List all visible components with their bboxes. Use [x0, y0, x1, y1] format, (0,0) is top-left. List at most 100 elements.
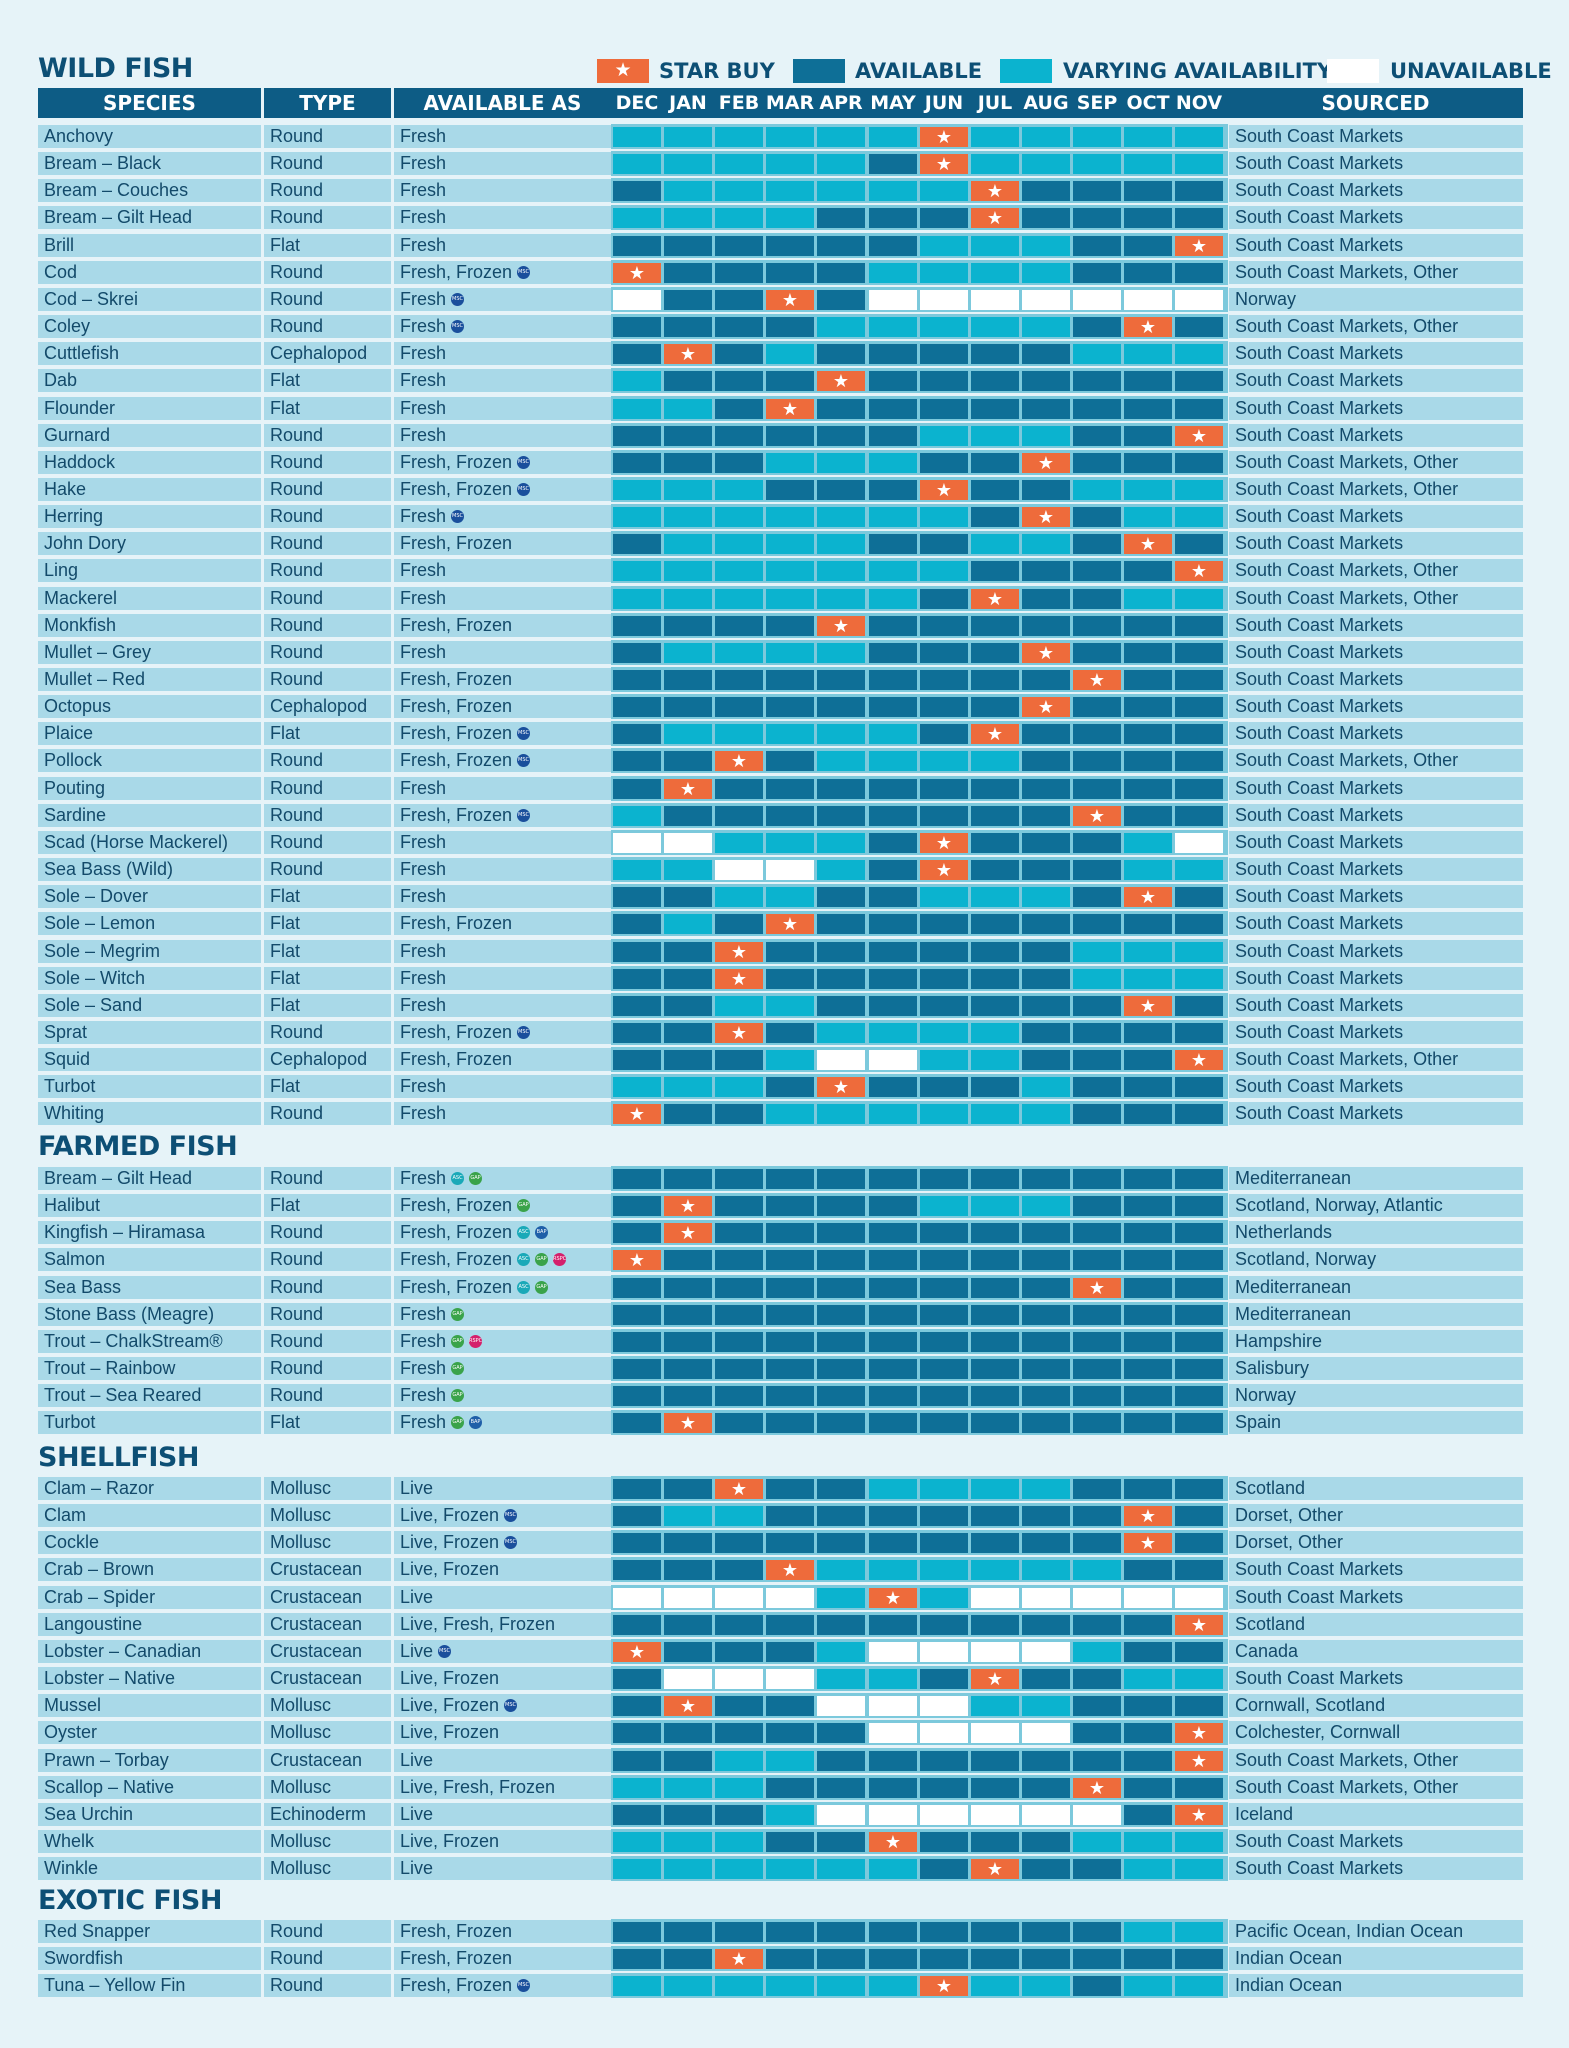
header-month-jul: JUL: [977, 92, 1013, 114]
month-cell-available: [766, 1696, 814, 1716]
month-cell-star-buy: ★: [1175, 1723, 1223, 1743]
month-cell-star-buy: ★: [766, 1560, 814, 1580]
month-cell-available: [1124, 236, 1172, 256]
header-month-aug: AUG: [1023, 92, 1069, 114]
month-cell-available: [1073, 534, 1121, 554]
species-cell-text: Bream – Gilt Head: [44, 1168, 193, 1188]
star-icon: ★: [730, 969, 748, 989]
type-cell: Crustacean: [264, 1640, 391, 1663]
month-cell-available: [766, 1223, 814, 1243]
month-cell-varying-availability: [664, 860, 712, 880]
available-as-cell: Live, Frozen: [394, 1667, 611, 1690]
month-cell-varying-availability: [664, 1077, 712, 1097]
section-title-farmed-fish: FARMED FISH: [38, 1131, 238, 1162]
sourced-cell-text: South Coast Markets, Other: [1235, 588, 1459, 608]
sourced-cell: South Coast Markets: [1229, 940, 1523, 963]
available-as-cell: Fresh, Frozen MSC: [394, 1021, 611, 1044]
month-cell-available: [1175, 263, 1223, 283]
month-cell-star-buy: ★: [920, 833, 968, 853]
species-cell: Crab – Spider: [38, 1586, 261, 1609]
month-cell-available: [766, 371, 814, 391]
month-strip: ★: [611, 1557, 1228, 1582]
month-cell-unavailable: [817, 1696, 865, 1716]
month-cell-star-buy: ★: [971, 724, 1019, 744]
header-month-nov: NOV: [1175, 92, 1223, 114]
available-as-cell-text: Live, Frozen: [400, 1695, 500, 1715]
month-cell-available: [971, 453, 1019, 473]
month-cell-varying-availability: [613, 589, 661, 609]
month-cell-available: [920, 1169, 968, 1189]
type-cell: Round: [264, 559, 391, 582]
month-cell-star-buy: ★: [613, 1250, 661, 1270]
cert-gap-icon: GAP: [451, 1389, 465, 1402]
month-cell-available: [971, 1386, 1019, 1406]
month-cell-available: [613, 751, 661, 771]
month-cell-available: [1124, 1196, 1172, 1216]
available-as-cell: Fresh: [394, 342, 611, 365]
star-icon: ★: [781, 290, 799, 310]
type-cell: Round: [264, 641, 391, 664]
sourced-cell: South Coast Markets: [1229, 885, 1523, 908]
month-cell-unavailable: [664, 1669, 712, 1689]
month-cell-available: [817, 914, 865, 934]
sourced-cell: Mediterranean: [1229, 1303, 1523, 1326]
month-cell-star-buy: ★: [920, 480, 968, 500]
month-cell-varying-availability: [613, 860, 661, 880]
month-cell-available: [1175, 697, 1223, 717]
available-as-cell: Live, Fresh, Frozen: [394, 1776, 611, 1799]
available-as-cell: Fresh, Frozen: [394, 1920, 611, 1943]
type-cell: Mollusc: [264, 1830, 391, 1853]
available-as-cell-text: Fresh, Frozen: [400, 723, 513, 743]
month-cell-available: [664, 751, 712, 771]
type-cell: Crustacean: [264, 1613, 391, 1636]
month-cell-available: [817, 1413, 865, 1433]
month-strip: ★: [611, 504, 1228, 529]
sourced-cell: Scotland: [1229, 1613, 1523, 1636]
month-cell-varying-availability: [1124, 154, 1172, 174]
month-cell-available: [971, 1778, 1019, 1798]
month-cell-available: [715, 1223, 763, 1243]
month-cell-available: [869, 697, 917, 717]
type-cell-text: Flat: [270, 913, 301, 933]
month-cell-varying-availability: [613, 1976, 661, 1996]
month-cell-varying-availability: [817, 1560, 865, 1580]
cert-asc-icon: ASC: [517, 1253, 531, 1266]
month-cell-available: [1073, 1050, 1121, 1070]
month-cell-unavailable: [1022, 1723, 1070, 1743]
month-cell-available: [1124, 724, 1172, 744]
type-cell: Round: [264, 532, 391, 555]
month-cell-unavailable: [1073, 1588, 1121, 1608]
species-cell-text: Squid: [44, 1049, 91, 1069]
available-as-cell-text: Fresh, Frozen: [400, 533, 513, 553]
month-cell-available: [613, 1050, 661, 1070]
month-cell-available: [920, 643, 968, 663]
month-cell-available: [817, 697, 865, 717]
available-as-cell-text: Live: [400, 1858, 434, 1878]
month-cell-available: [1073, 1949, 1121, 1969]
month-cell-unavailable: [664, 833, 712, 853]
month-cell-available: [1022, 914, 1070, 934]
month-cell-available: [817, 1533, 865, 1553]
species-cell: Mullet – Grey: [38, 641, 261, 664]
month-cell-available: [1124, 751, 1172, 771]
sourced-cell-text: South Coast Markets: [1235, 669, 1404, 689]
sourced-cell: South Coast Markets: [1229, 1830, 1523, 1853]
month-cell-available: [1124, 426, 1172, 446]
sourced-cell-text: Dorset, Other: [1235, 1532, 1344, 1552]
sourced-cell-text: South Coast Markets: [1235, 370, 1404, 390]
cert-bap-icon: BAP: [469, 1416, 483, 1429]
month-cell-varying-availability: [1073, 127, 1121, 147]
sourced-cell: South Coast Markets: [1229, 1021, 1523, 1044]
month-cell-varying-availability: [1124, 833, 1172, 853]
available-as-cell-text: Fresh: [400, 1076, 447, 1096]
month-cell-available: [664, 1560, 712, 1580]
month-cell-star-buy: ★: [1073, 806, 1121, 826]
section-title-shellfish: SHELLFISH: [38, 1442, 199, 1473]
type-cell: Flat: [264, 369, 391, 392]
available-as-cell: Fresh: [394, 831, 611, 854]
sourced-cell-text: Norway: [1235, 1385, 1297, 1405]
month-cell-available: [1073, 371, 1121, 391]
type-cell: Mollusc: [264, 1504, 391, 1527]
month-cell-available: [664, 1023, 712, 1043]
species-cell-text: Tuna – Yellow Fin: [44, 1975, 186, 1995]
